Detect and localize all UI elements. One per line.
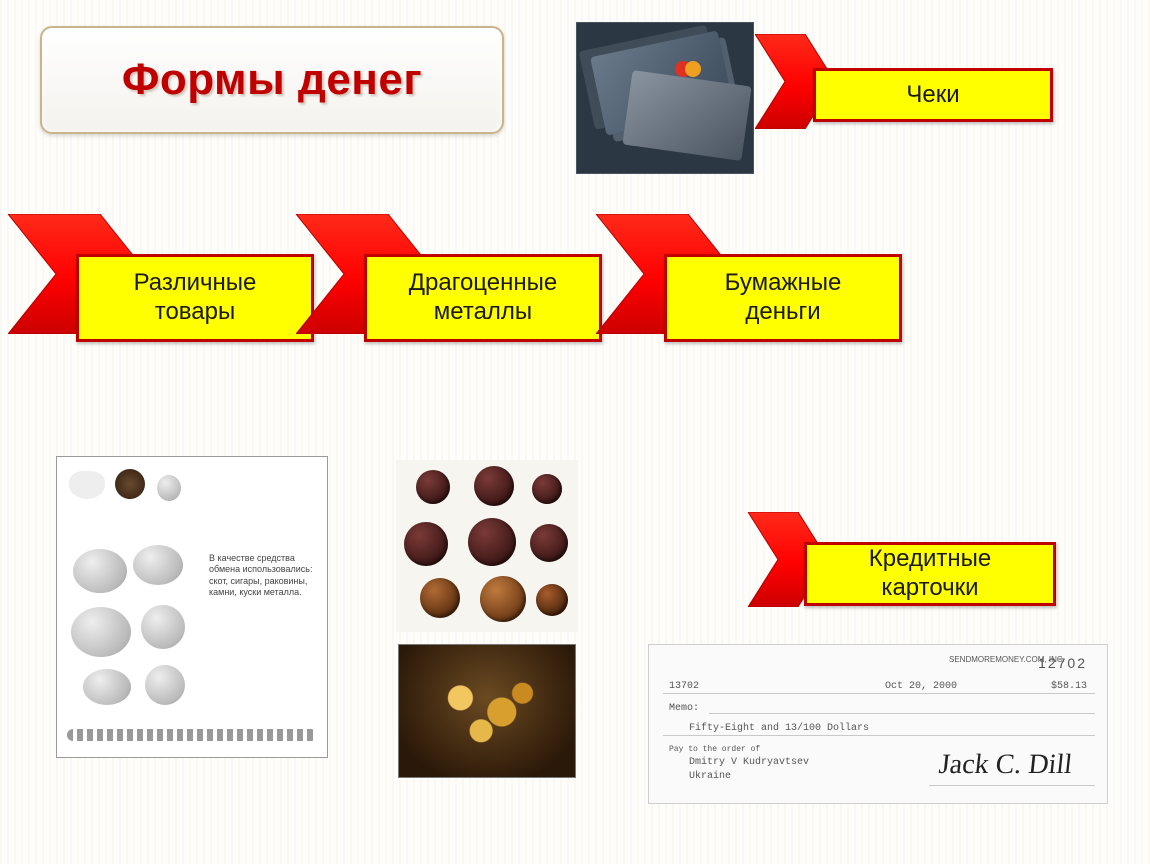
label-metals: Драгоценныеметаллы — [364, 254, 602, 342]
label-paper-money: Бумажныеденьги — [664, 254, 902, 342]
cheque-company: SENDMOREMONEY.COM, INC. — [949, 655, 1065, 664]
image-gold — [398, 644, 576, 778]
title-card: Формы денег — [40, 26, 504, 134]
cheque-date: Oct 20, 2000 — [885, 681, 957, 692]
image-barter-caption: В качестве средства обмена использовалис… — [209, 553, 319, 598]
label-cheques: Чеки — [813, 68, 1053, 122]
image-barter-goods: В качестве средства обмена использовалис… — [56, 456, 328, 758]
cheque-signature: Jack C. Dill — [937, 749, 1073, 781]
page-title: Формы денег — [122, 55, 422, 105]
image-old-coins — [396, 460, 578, 632]
image-credit-cards-pile — [576, 22, 754, 174]
cheque-country: Ukraine — [689, 771, 731, 782]
slide: Формы денег Чеки Различныетовары — [0, 0, 1150, 864]
cheque-amount-words: Fifty-Eight and 13/100 Dollars — [689, 723, 869, 734]
label-credit-cards: Кредитныекарточки — [804, 542, 1056, 606]
cheque-payee: Dmitry V Kudryavtsev — [689, 757, 809, 768]
image-bank-cheque: 12702 SENDMOREMONEY.COM, INC. 13702 Oct … — [648, 644, 1108, 804]
cheque-memo-label: Memo: — [669, 703, 699, 714]
label-goods: Различныетовары — [76, 254, 314, 342]
cheque-seq: 13702 — [669, 681, 699, 692]
cheque-amount-num: $58.13 — [1051, 681, 1087, 692]
cheque-payee-label: Pay to the order of — [669, 745, 760, 754]
